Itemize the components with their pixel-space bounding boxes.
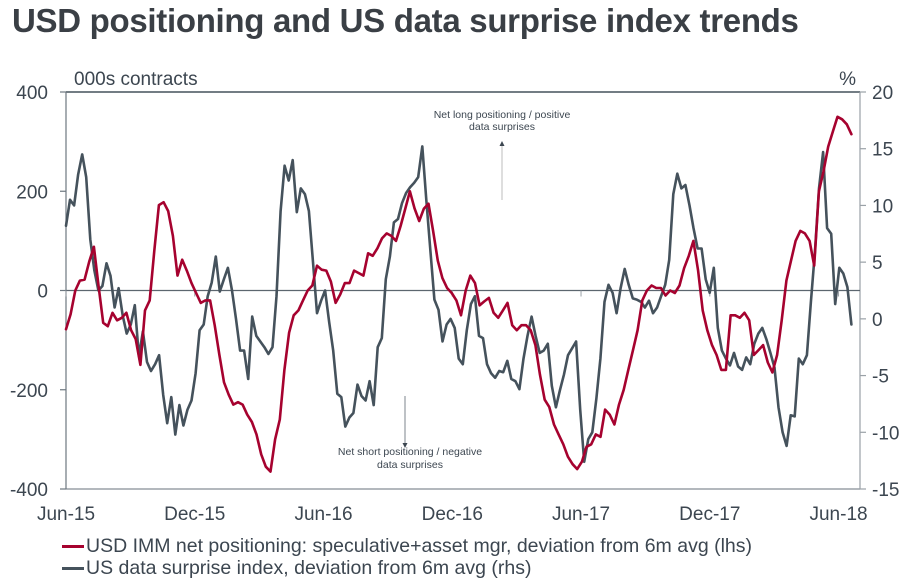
right-tick-label: -10 xyxy=(872,423,899,444)
legend-label-us-data-surprise: US data surprise index, deviation from 6… xyxy=(86,557,532,579)
legend-item-us-data-surprise: US data surprise index, deviation from 6… xyxy=(62,557,531,580)
series-line-usd-positioning xyxy=(64,115,853,473)
x-tick-label: Dec-17 xyxy=(679,504,740,525)
right-tick-label: 0 xyxy=(872,310,883,331)
x-tick-label: Jun-15 xyxy=(37,504,95,525)
chart-title: USD positioning and US data surprise ind… xyxy=(12,2,799,39)
annotation-net-short-text: Net short positioning / negative xyxy=(338,446,482,458)
right-tick-label: 20 xyxy=(872,83,893,104)
left-axis-unit-label: 000s contracts xyxy=(74,69,198,90)
left-tick-label: -200 xyxy=(10,381,48,402)
left-tick-label: 200 xyxy=(16,182,48,203)
x-tick-label: Jun-17 xyxy=(552,504,610,525)
left-tick-label: -400 xyxy=(10,480,48,501)
series-line-us-data-surprise xyxy=(64,145,853,464)
x-tick-label: Jun-16 xyxy=(294,504,352,525)
annotation-net-long-text: Net long positioning / positive xyxy=(434,109,571,121)
right-tick-label: 5 xyxy=(872,253,883,274)
right-tick-label: 15 xyxy=(872,140,893,161)
right-tick-label: 10 xyxy=(872,196,893,217)
x-tick-label: Dec-16 xyxy=(422,504,483,525)
arrow-up-icon xyxy=(499,141,505,146)
left-tick-label: 400 xyxy=(16,83,48,104)
axes: 400 200 0 -200 -400 20 15 10 5 0 -5 -10 -15 000s cont… xyxy=(10,69,900,525)
right-tick-label: -15 xyxy=(872,480,899,501)
annotation-net-short-text: data surprises xyxy=(377,459,443,471)
left-tick-label: 0 xyxy=(37,282,48,303)
legend-swatch-us-data-surprise xyxy=(62,567,84,570)
x-tick-label: Dec-15 xyxy=(164,504,225,525)
x-tick-label: Jun-18 xyxy=(809,504,867,525)
right-axis-unit-label: % xyxy=(839,69,856,90)
legend-item-usd-positioning: USD IMM net positioning: speculative+ass… xyxy=(62,535,752,558)
legend-label-usd-positioning: USD IMM net positioning: speculative+ass… xyxy=(86,535,752,557)
legend-swatch-usd-positioning xyxy=(62,545,84,548)
series-group xyxy=(64,115,853,473)
right-tick-label: -5 xyxy=(872,367,889,388)
annotation-net-long-text: data surprises xyxy=(469,121,535,133)
arrow-down-icon xyxy=(402,443,408,448)
